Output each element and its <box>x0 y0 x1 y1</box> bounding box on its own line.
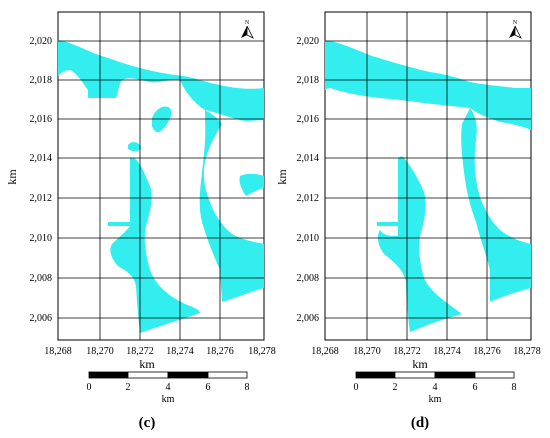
svg-text:2,016: 2,016 <box>297 114 320 125</box>
water-top-band-c <box>58 40 264 121</box>
svg-text:2,006: 2,006 <box>297 313 320 324</box>
svg-text:2: 2 <box>393 382 398 393</box>
svg-text:2,016: 2,016 <box>30 114 53 125</box>
svg-text:0: 0 <box>354 382 359 393</box>
svg-text:18,272: 18,272 <box>393 346 421 357</box>
svg-text:18,270: 18,270 <box>86 346 114 357</box>
svg-text:4: 4 <box>166 382 171 393</box>
svg-text:2,018: 2,018 <box>297 75 320 86</box>
panel-label-c: (c) <box>139 415 156 431</box>
water-blob-c3 <box>239 173 264 196</box>
svg-text:2,006: 2,006 <box>30 313 53 324</box>
water-channel-right-c <box>199 110 264 302</box>
svg-text:18,272: 18,272 <box>126 346 154 357</box>
svg-text:6: 6 <box>473 382 478 393</box>
svg-text:2,020: 2,020 <box>297 36 320 47</box>
x-axis-title-d: km <box>412 357 428 371</box>
svg-text:18,278: 18,278 <box>248 346 276 357</box>
water-channel-left-c <box>108 158 200 333</box>
svg-text:6: 6 <box>206 382 211 393</box>
x-tick-labels-d: 18,268 18,270 18,272 18,274 18,276 18,27… <box>311 346 541 357</box>
svg-text:18,270: 18,270 <box>353 346 381 357</box>
y-tick-labels-d: 2,020 2,018 2,016 2,014 2,012 2,010 2,00… <box>297 36 320 324</box>
svg-text:18,274: 18,274 <box>433 346 461 357</box>
panel-c: N 2,020 2,018 2,016 2,014 2,012 2,010 2,… <box>5 11 276 431</box>
svg-text:18,274: 18,274 <box>166 346 194 357</box>
grid-d <box>325 12 531 340</box>
water-area-d <box>325 40 531 332</box>
north-arrow-icon-c: N <box>241 20 254 39</box>
svg-text:4: 4 <box>433 382 438 393</box>
svg-text:8: 8 <box>512 382 517 393</box>
svg-text:2,010: 2,010 <box>297 233 320 244</box>
y-tick-labels-c: 2,020 2,018 2,016 2,014 2,012 2,010 2,00… <box>30 36 53 324</box>
svg-text:2: 2 <box>126 382 131 393</box>
scale-bar-d: 0 2 4 6 8 km <box>354 371 517 405</box>
svg-text:18,276: 18,276 <box>206 346 234 357</box>
svg-text:2,010: 2,010 <box>30 233 53 244</box>
svg-text:2,008: 2,008 <box>30 273 53 284</box>
svg-text:N: N <box>245 20 250 26</box>
y-axis-title-d: km <box>275 169 289 185</box>
water-channel-right-d <box>461 108 531 302</box>
svg-text:km: km <box>429 394 442 405</box>
north-arrow-icon-d: N <box>509 20 522 39</box>
water-top-band-d <box>325 40 531 130</box>
x-axis-title-c: km <box>139 357 155 371</box>
water-blob-c2 <box>128 142 141 152</box>
svg-text:18,278: 18,278 <box>513 346 541 357</box>
svg-text:2,008: 2,008 <box>297 273 320 284</box>
svg-text:18,276: 18,276 <box>473 346 501 357</box>
svg-text:2,014: 2,014 <box>30 153 53 164</box>
svg-text:8: 8 <box>245 382 250 393</box>
y-axis-title-c: km <box>5 169 19 185</box>
svg-text:N: N <box>513 20 518 26</box>
water-channel-left-d <box>377 156 462 332</box>
svg-text:2,012: 2,012 <box>30 193 53 204</box>
scale-bar-c: 0 2 4 6 8 km <box>87 371 250 405</box>
svg-text:km: km <box>162 394 175 405</box>
svg-text:18,268: 18,268 <box>311 346 339 357</box>
svg-text:0: 0 <box>87 382 92 393</box>
svg-text:2,014: 2,014 <box>297 153 320 164</box>
panel-d: N 2,020 2,018 2,016 2,014 2,012 2,010 2,… <box>275 11 541 431</box>
panel-label-d: (d) <box>411 415 429 431</box>
svg-text:18,268: 18,268 <box>44 346 72 357</box>
x-tick-labels-c: 18,268 18,270 18,272 18,274 18,276 18,27… <box>44 346 276 357</box>
svg-text:2,020: 2,020 <box>30 36 53 47</box>
grid-c <box>58 12 264 340</box>
svg-text:2,012: 2,012 <box>297 193 320 204</box>
svg-text:2,018: 2,018 <box>30 75 53 86</box>
